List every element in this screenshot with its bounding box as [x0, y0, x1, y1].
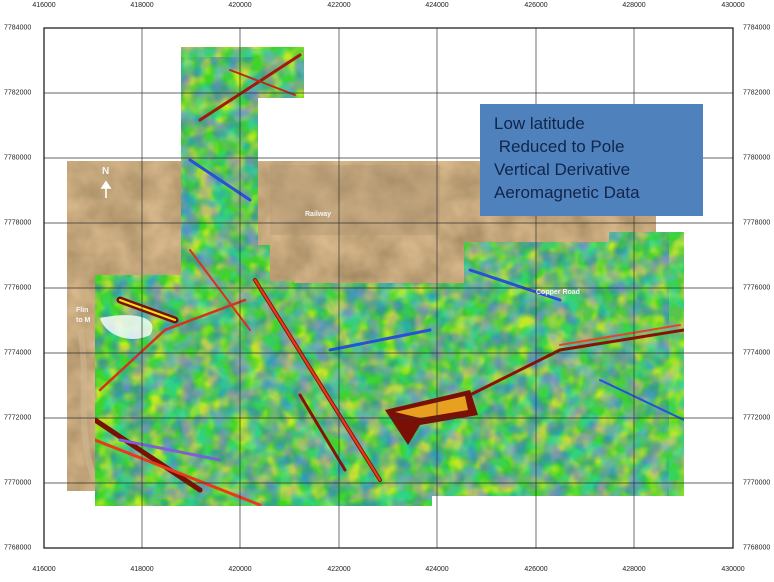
tick-left-northing: 7784000: [4, 24, 32, 32]
tick-right-northing: 7774000: [743, 349, 771, 357]
tick-right-northing: 7782000: [743, 89, 771, 97]
map-border: [43, 27, 734, 549]
title-line-4: Aeromagnetic Data: [494, 183, 640, 202]
north-label: N: [102, 166, 110, 177]
tick-right-northing: 7770000: [743, 479, 771, 487]
tick-right-northing: 7776000: [743, 284, 771, 292]
tick-left-northing: 7768000: [4, 544, 32, 552]
tick-bottom-easting: 416000: [32, 566, 56, 573]
tick-top-easting: 428000: [622, 2, 646, 9]
tick-bottom-easting: 420000: [228, 566, 252, 573]
tick-right-northing: 7772000: [743, 414, 771, 422]
tick-bottom-easting: 424000: [425, 566, 449, 573]
tick-top-easting: 426000: [524, 2, 548, 9]
title-line-3: Vertical Derivative: [494, 160, 631, 179]
railway-label: Railway: [305, 211, 332, 218]
tick-top-easting: 424000: [425, 2, 449, 9]
west-place-label-2: to M: [76, 317, 91, 324]
west-place-label-1: Flin: [76, 307, 89, 314]
tick-left-northing: 7770000: [4, 479, 32, 487]
title-line-1: Low latitude: [494, 114, 585, 133]
tick-bottom-easting: 426000: [524, 566, 548, 573]
tick-right-northing: 7784000: [743, 24, 771, 32]
tick-left-northing: 7774000: [4, 349, 32, 357]
tick-left-northing: 7780000: [4, 154, 32, 162]
tick-bottom-easting: 428000: [622, 566, 646, 573]
title-line-2: Reduced to Pole: [494, 137, 625, 156]
tick-left-northing: 7778000: [4, 219, 32, 227]
north-arrow-icon: [100, 180, 112, 198]
tick-left-northing: 7776000: [4, 284, 32, 292]
map-title-box: Low latitude Reduced to Pole Vertical De…: [480, 104, 703, 216]
tick-right-northing: 7768000: [743, 544, 771, 552]
tick-top-easting: 430000: [721, 2, 745, 9]
tick-left-northing: 7782000: [4, 89, 32, 97]
road-label: Copper Road: [536, 289, 580, 296]
tick-right-northing: 7778000: [743, 219, 771, 227]
tick-top-easting: 420000: [228, 2, 252, 9]
tick-bottom-easting: 418000: [130, 566, 154, 573]
tick-top-easting: 416000: [32, 2, 56, 9]
tick-top-easting: 418000: [130, 2, 154, 9]
tick-left-northing: 7772000: [4, 414, 32, 422]
tick-bottom-easting: 430000: [721, 566, 745, 573]
tick-bottom-easting: 422000: [327, 566, 351, 573]
tick-top-easting: 422000: [327, 2, 351, 9]
tick-right-northing: 7780000: [743, 154, 771, 162]
